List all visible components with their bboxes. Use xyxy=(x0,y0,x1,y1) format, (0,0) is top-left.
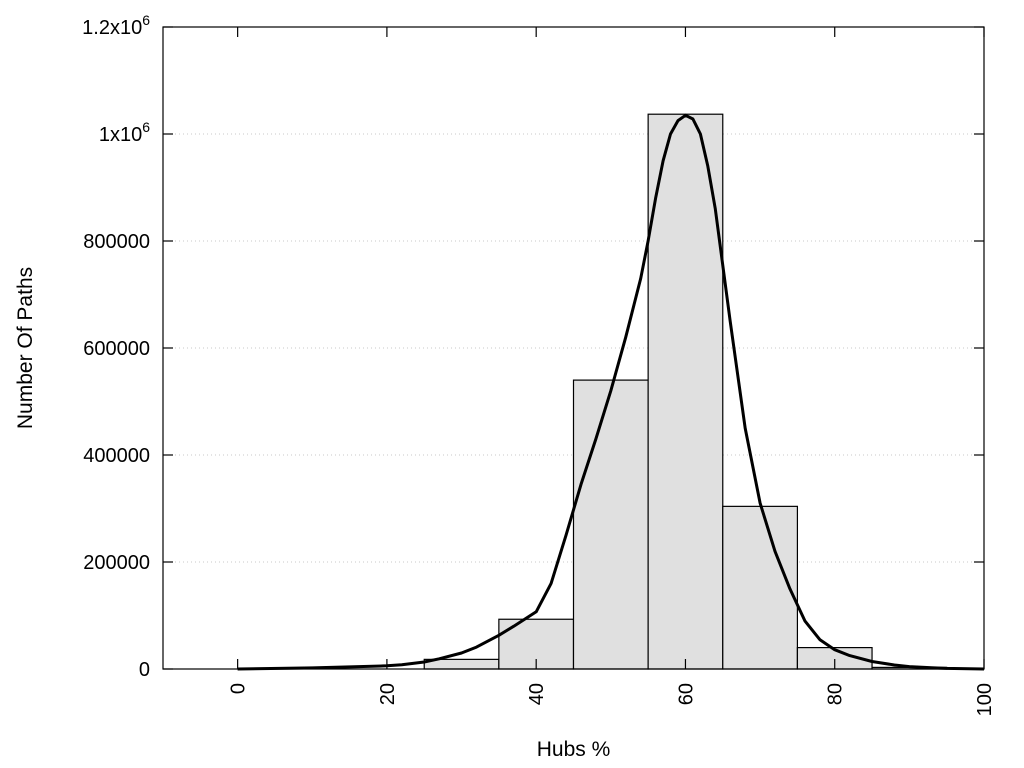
x-tick-label: 60 xyxy=(675,683,697,705)
x-tick-label: 80 xyxy=(825,683,847,705)
y-tick-label: 600000 xyxy=(83,338,150,360)
y-tick-labels: 0 200000 400000 600000 800000 1x106 1.2x106 xyxy=(82,12,150,681)
x-tick-label: 20 xyxy=(377,683,399,705)
x-tick-label: 100 xyxy=(974,683,996,716)
density-curve xyxy=(237,113,985,671)
axis-ticks xyxy=(163,26,985,670)
x-axis-title: Hubs % xyxy=(537,738,611,761)
y-tick-label: 200000 xyxy=(83,552,150,574)
x-tick-labels: 0 20 40 60 80 100 xyxy=(228,683,996,716)
histogram-bars xyxy=(423,113,948,670)
histogram-bar xyxy=(572,379,649,670)
y-tick-label: 400000 xyxy=(83,445,150,467)
y-tick-label: 800000 xyxy=(83,231,150,253)
histogram-bar xyxy=(722,505,799,670)
y-tick-label: 0 xyxy=(139,659,150,681)
x-tick-label: 40 xyxy=(526,683,548,705)
histogram-bar xyxy=(647,113,724,670)
grid-lines xyxy=(163,133,984,563)
y-tick-label: 1.2x106 xyxy=(82,12,150,39)
y-tick-label: 1x106 xyxy=(99,119,150,146)
y-axis-title: Number Of Paths xyxy=(14,267,37,429)
x-tick-label: 0 xyxy=(228,683,250,694)
